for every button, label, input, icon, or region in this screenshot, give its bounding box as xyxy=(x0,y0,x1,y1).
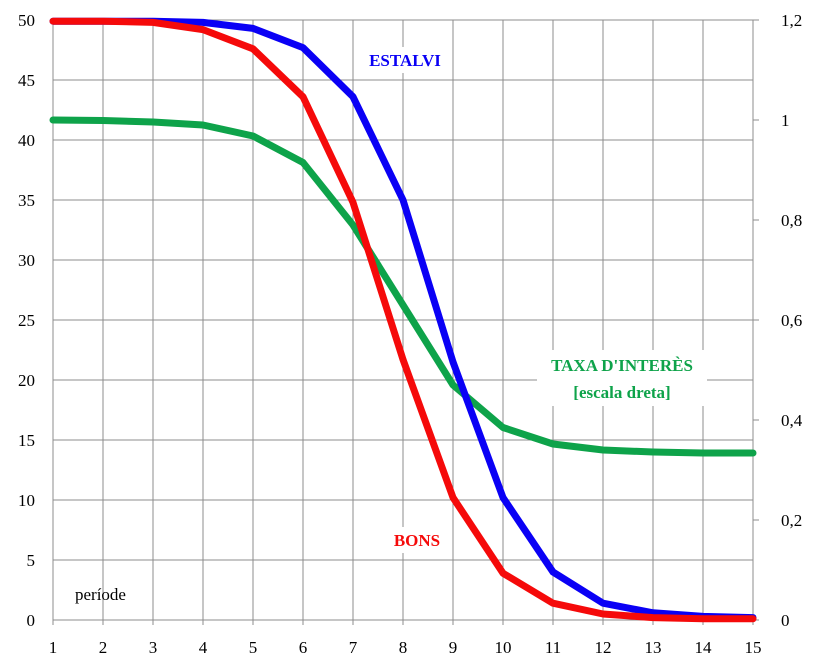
right-tick-label: 0,8 xyxy=(781,211,802,230)
right-tick-label: 0,2 xyxy=(781,511,802,530)
right-tick-label: 0,4 xyxy=(781,411,803,430)
x-tick-label: 4 xyxy=(199,638,208,657)
series-label-taxa-line2: [escala dreta] xyxy=(573,383,670,402)
left-axis-ticks: 0 5 10 15 20 25 30 35 40 45 50 xyxy=(18,11,35,630)
series-lines xyxy=(49,17,757,623)
legend-label-estalvi: ESTALVI xyxy=(358,47,452,73)
left-tick-label: 45 xyxy=(18,71,35,90)
left-tick-label: 40 xyxy=(18,131,35,150)
x-tick-label: 14 xyxy=(695,638,713,657)
x-tick-label: 13 xyxy=(645,638,662,657)
x-tick-label: 6 xyxy=(299,638,308,657)
x-tick-label: 11 xyxy=(545,638,561,657)
x-tick-label: 2 xyxy=(99,638,108,657)
left-tick-label: 20 xyxy=(18,371,35,390)
left-tick-label: 35 xyxy=(18,191,35,210)
series-label-bons: BONS xyxy=(394,531,440,550)
right-tick-label: 1 xyxy=(781,111,790,130)
series-label-taxa-line1: TAXA D'INTERÈS xyxy=(551,356,693,375)
right-tick-label: 1,2 xyxy=(781,11,802,30)
x-tick-label: 10 xyxy=(495,638,512,657)
left-tick-label: 0 xyxy=(27,611,36,630)
right-tick-label: 0 xyxy=(781,611,790,630)
legend-label-bons: BONS xyxy=(382,527,452,553)
left-tick-label: 10 xyxy=(18,491,35,510)
left-tick-label: 25 xyxy=(18,311,35,330)
legend-label-taxa: TAXA D'INTERÈS [escala dreta] xyxy=(537,350,707,406)
x-tick-label: 15 xyxy=(745,638,762,657)
x-axis-ticks: 1 2 3 4 5 6 7 8 9 10 11 12 13 14 15 xyxy=(49,638,762,657)
x-tick-label: 5 xyxy=(249,638,258,657)
left-tick-label: 15 xyxy=(18,431,35,450)
series-line-taxa xyxy=(49,116,757,457)
grid xyxy=(52,19,759,625)
series-line-bons xyxy=(49,17,757,623)
x-axis-label: període xyxy=(75,585,126,604)
x-tick-label: 3 xyxy=(149,638,158,657)
x-tick-label: 7 xyxy=(349,638,358,657)
right-axis-ticks: 0 0,2 0,4 0,6 0,8 1 1,2 xyxy=(781,11,803,630)
x-tick-label: 9 xyxy=(449,638,458,657)
x-tick-label: 1 xyxy=(49,638,58,657)
x-tick-label: 8 xyxy=(399,638,408,657)
left-tick-label: 50 xyxy=(18,11,35,30)
x-tick-label: 12 xyxy=(595,638,612,657)
left-tick-label: 5 xyxy=(27,551,36,570)
series-label-estalvi: ESTALVI xyxy=(369,51,441,70)
right-tick-label: 0,6 xyxy=(781,311,802,330)
left-tick-label: 30 xyxy=(18,251,35,270)
